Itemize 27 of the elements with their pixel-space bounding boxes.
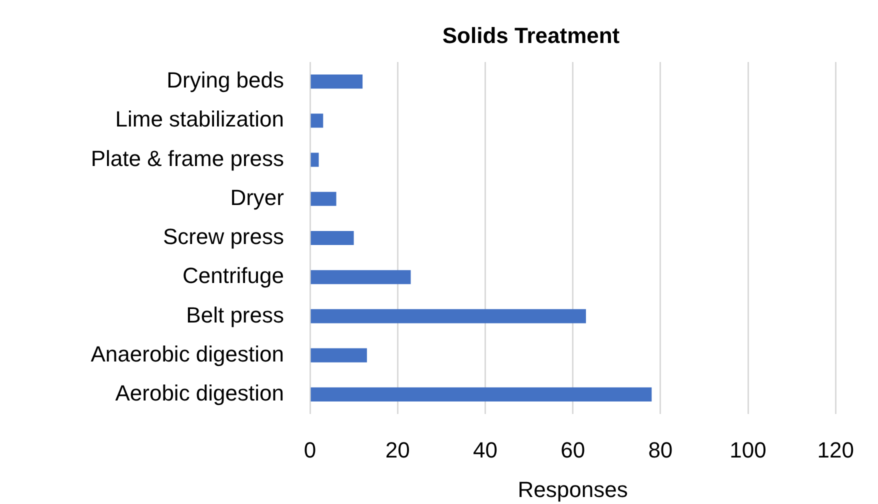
y-tick-label: Drying beds [166,68,284,93]
x-tick-label: 80 [648,437,673,462]
bar [310,348,367,362]
y-tick-label: Dryer [230,184,284,210]
bar [310,309,586,324]
y-tick-label: Belt press [186,302,284,328]
x-tick-label: 20 [385,437,410,462]
y-tick-label: Aerobic digestion [115,380,284,406]
x-tick-label: 60 [560,437,586,462]
bar [310,230,354,246]
bar [310,114,324,128]
bar [310,270,411,284]
bar [310,192,336,206]
bar [310,74,363,89]
chart-title: Solids Treatment [442,23,620,48]
x-tick-label: 40 [472,437,498,462]
bar [310,387,652,402]
bar [310,152,319,167]
y-tick-label: Centrifuge [182,263,284,288]
x-tick-label: 100 [730,437,766,462]
y-tick-label: Anaerobic digestion [90,341,284,366]
y-tick-label: Plate & frame press [90,146,284,171]
x-axis-title: Responses [518,476,628,502]
y-tick-label: Lime stabilization [115,106,284,132]
x-tick-label: 0 [304,437,316,462]
y-tick-label: Screw press [162,224,284,250]
x-tick-label: 120 [817,437,854,462]
